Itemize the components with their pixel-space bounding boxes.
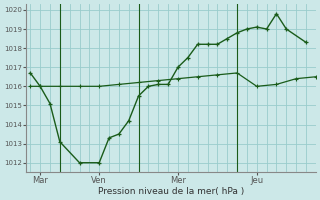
X-axis label: Pression niveau de la mer( hPa ): Pression niveau de la mer( hPa )	[98, 187, 244, 196]
